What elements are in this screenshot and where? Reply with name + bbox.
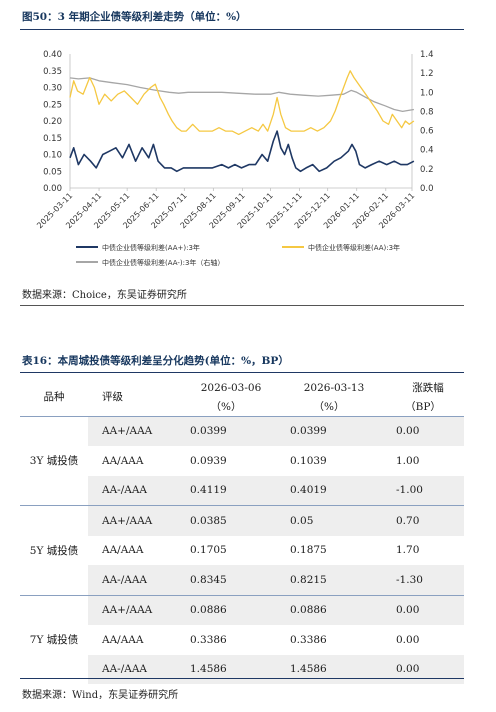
cell-change: 0.00 bbox=[382, 594, 464, 625]
cell-value-date1: 0.4119 bbox=[176, 475, 276, 506]
y-right-tick-label: 0.0 bbox=[420, 184, 434, 194]
legend-item-aa-minus-label: 中债企业债等级利差(AA-):3年（右轴） bbox=[102, 258, 224, 267]
series-line-aa-plus bbox=[69, 130, 415, 173]
cell-value-date2: 0.0886 bbox=[276, 594, 382, 625]
cell-value-date1: 0.0886 bbox=[176, 594, 276, 625]
cell-value-date2: 0.1039 bbox=[290, 454, 327, 467]
table-bottom-rule bbox=[20, 678, 464, 679]
cell-rating: AA/AAA bbox=[102, 633, 144, 646]
cell-value-date2: 0.3386 bbox=[290, 633, 327, 646]
table-title: 表16：本周城投债等级利差呈分化趋势(单位：%，BP） bbox=[22, 355, 289, 367]
cell-rating: AA+/AAA bbox=[88, 505, 176, 536]
cell-value-date1: 0.0399 bbox=[176, 415, 276, 446]
cell-value-date1: 1.4586 bbox=[176, 654, 276, 684]
y-left-tick-label: 0.15 bbox=[43, 134, 62, 144]
legend-item-aa-plus-label: 中债企业债等级利差(AA+):3年 bbox=[102, 243, 200, 252]
series-line-aa bbox=[69, 70, 415, 136]
y-left-tick-label: 0.35 bbox=[43, 67, 62, 77]
figure-title: 图50：3 年期企业债等级利差走势（单位：%） bbox=[22, 11, 247, 23]
header-date1-unit: （%） bbox=[210, 400, 242, 413]
y-right-tick-label: 1.0 bbox=[420, 88, 434, 98]
cell-change: 0.00 bbox=[382, 654, 464, 684]
cell-value-date1: 0.1705 bbox=[190, 544, 227, 557]
cell-change: 1.70 bbox=[396, 544, 420, 557]
cell-rating: AA-/AAA bbox=[88, 475, 176, 506]
y-left-tick-label: 0.10 bbox=[43, 151, 62, 161]
header-date1: 2026-03-06 bbox=[200, 381, 262, 394]
cell-rating: AA/AAA bbox=[102, 454, 144, 467]
cell-rating: AA+/AAA bbox=[88, 594, 176, 625]
header-change: 涨跌幅 bbox=[412, 382, 444, 394]
y-left-tick-label: 0.30 bbox=[43, 84, 62, 94]
cell-rating: AA-/AAA bbox=[88, 654, 176, 684]
header-date2-unit: （%） bbox=[313, 400, 345, 413]
header-date2: 2026-03-13 bbox=[303, 381, 365, 394]
y-right-tick-label: 0.6 bbox=[420, 127, 434, 137]
cell-value-date1: 0.3386 bbox=[190, 633, 227, 646]
y-left-tick-label: 0.25 bbox=[43, 100, 62, 110]
header-rating: 评级 bbox=[102, 391, 123, 404]
series-line-aa-minus bbox=[69, 77, 415, 113]
cell-change: -1.30 bbox=[382, 565, 464, 595]
cell-value-date1: 0.0385 bbox=[176, 505, 276, 536]
cell-value-date2: 0.8215 bbox=[276, 565, 382, 595]
y-left-tick-label: 0.40 bbox=[43, 50, 62, 60]
figure-source: 数据来源：Choice，东吴证券研究所 bbox=[22, 290, 187, 301]
header-change-unit: （BP） bbox=[405, 400, 441, 413]
spread-table: 品种 评级 2026-03-06 2026-03-13 涨跌幅 （%） （%） … bbox=[20, 378, 464, 684]
group-kind: 7Y 城投债 bbox=[20, 594, 88, 684]
cell-change: -1.00 bbox=[382, 475, 464, 506]
group-kind: 3Y 城投债 bbox=[20, 415, 88, 506]
cell-value-date2: 0.1875 bbox=[290, 544, 327, 557]
cell-rating: AA-/AAA bbox=[88, 565, 176, 595]
y-right-tick-label: 0.4 bbox=[420, 146, 434, 156]
y-right-tick-label: 1.2 bbox=[420, 69, 434, 79]
y-right-tick-label: 1.4 bbox=[420, 50, 434, 60]
cell-change: 0.00 bbox=[382, 415, 464, 446]
cell-value-date2: 1.4586 bbox=[276, 654, 382, 684]
y-left-tick-label: 0.00 bbox=[43, 184, 62, 194]
figure-source-rule bbox=[20, 305, 464, 306]
cell-rating: AA+/AAA bbox=[88, 415, 176, 446]
cell-change: 0.00 bbox=[396, 633, 420, 646]
table-source: 数据来源：Wind，东吴证券研究所 bbox=[22, 690, 179, 701]
cell-value-date2: 0.0399 bbox=[276, 415, 382, 446]
y-left-tick-label: 0.05 bbox=[43, 167, 62, 177]
table-title-rule bbox=[20, 372, 464, 373]
y-right-tick-label: 0.2 bbox=[420, 165, 434, 175]
cell-value-date1: 0.8345 bbox=[176, 565, 276, 595]
cell-value-date2: 0.05 bbox=[276, 505, 382, 536]
group-kind: 5Y 城投债 bbox=[20, 505, 88, 595]
cell-rating: AA/AAA bbox=[102, 544, 144, 557]
header-kind: 品种 bbox=[43, 391, 65, 404]
spread-line-chart: 0.00 0.05 0.10 0.15 0.20 0.25 0.30 0.35 0.40 0.0 0… bbox=[35, 50, 434, 267]
y-right-tick-label: 0.8 bbox=[420, 107, 434, 117]
figure-title-rule bbox=[20, 29, 464, 30]
cell-change: 0.70 bbox=[382, 505, 464, 536]
y-left-tick-label: 0.20 bbox=[43, 117, 62, 127]
cell-value-date1: 0.0939 bbox=[190, 454, 227, 467]
cell-change: 1.00 bbox=[396, 454, 420, 467]
legend-item-aa-label: 中债企业债等级利差(AA):3年 bbox=[308, 243, 400, 252]
cell-value-date2: 0.4019 bbox=[276, 475, 382, 506]
